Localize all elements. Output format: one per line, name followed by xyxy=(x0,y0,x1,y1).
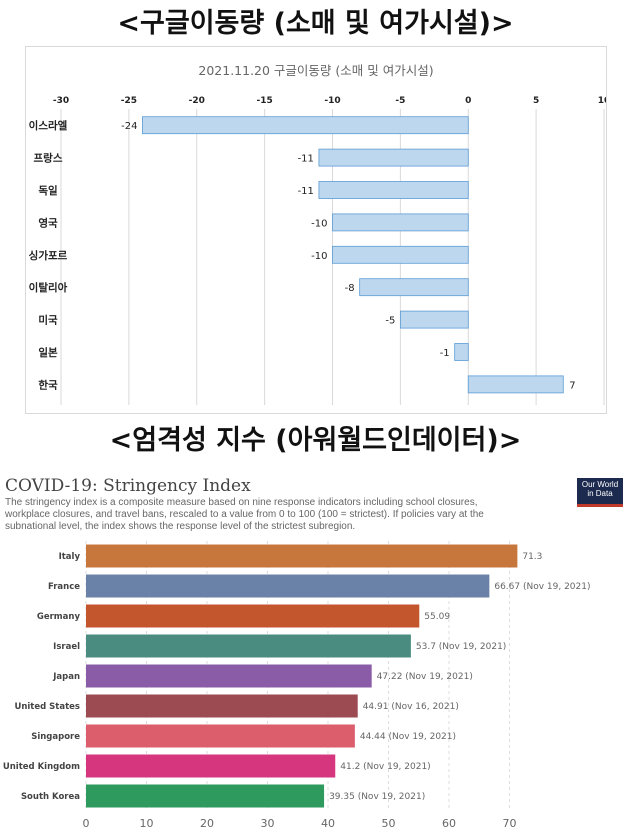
chart2-tick-label: 30 xyxy=(261,817,275,830)
chart1-category-label: 미국 xyxy=(38,314,58,327)
chart1-category-label: 독일 xyxy=(38,184,57,197)
chart1-category-label: 이스라엘 xyxy=(29,119,68,132)
chart1-bar xyxy=(467,375,564,394)
chart1-category-label: 영국 xyxy=(38,216,58,229)
chart1-data-label: -1 xyxy=(440,348,450,359)
chart1-tick-label: 10 xyxy=(598,96,606,106)
chart1-tick-label: -25 xyxy=(121,96,137,106)
chart2-data-label: 44.91 (Nov 16, 2021) xyxy=(363,702,459,712)
chart2-data-label: 53.7 (Nov 19, 2021) xyxy=(416,642,506,652)
chart1-bar xyxy=(332,213,469,232)
chart2-category-label: South Korea xyxy=(21,792,80,802)
google-mobility-chart-panel: 2021.11.20 구글이동량 (소매 및 여가시설) -30 -25 -20 -15… xyxy=(25,46,610,414)
chart1-bar xyxy=(318,181,469,199)
chart1-bar xyxy=(454,343,469,361)
chart1-bar xyxy=(142,116,469,135)
chart1-tick-label: -5 xyxy=(395,96,405,106)
chart2-tick-label: 70 xyxy=(503,817,517,830)
chart1-bar xyxy=(399,310,469,329)
bottom-heading: <엄격성 지수 (아워월드인데이터)> xyxy=(109,425,522,456)
chart1-bar xyxy=(318,148,469,167)
chart1-data-label: -8 xyxy=(345,283,355,294)
owid-chart-subtitle: The stringency index is a composite meas… xyxy=(5,497,484,532)
chart2-category-label: United Kingdom xyxy=(3,762,80,772)
chart2-bar xyxy=(86,724,355,748)
chart2-data-label: 47.22 (Nov 19, 2021) xyxy=(377,672,473,682)
chart1-category-label: 싱가포르 xyxy=(29,249,68,262)
chart1-data-label: -11 xyxy=(298,186,314,197)
chart1-category-label: 한국 xyxy=(38,378,58,391)
chart2-category-label: Israel xyxy=(53,642,80,652)
chart2-tick-label: 50 xyxy=(382,817,396,830)
chart2-category-label: France xyxy=(48,582,80,592)
chart1-tick-label: 0 xyxy=(465,96,471,106)
chart1-data-label: -11 xyxy=(298,154,314,165)
chart1-title: 2021.11.20 구글이동량 (소매 및 여가시설) xyxy=(198,63,433,78)
chart1-bar xyxy=(359,278,469,297)
chart2-tick-label: 40 xyxy=(321,817,335,830)
owid-logo-line1: Our World xyxy=(581,480,619,489)
chart2-category-label: Italy xyxy=(59,552,81,562)
chart1-category-label: 프랑스 xyxy=(34,153,63,165)
chart2-category-label: Germany xyxy=(37,612,81,622)
chart2-tick-label: 10 xyxy=(140,817,154,830)
chart2-category-label: Singapore xyxy=(31,732,80,742)
chart2-bar xyxy=(86,784,325,808)
chart1-bar xyxy=(332,245,469,264)
google-mobility-chart: 2021.11.20 구글이동량 (소매 및 여가시설)-30 -25 -20 -15… xyxy=(29,63,610,405)
chart2-tick-label: 60 xyxy=(442,817,456,830)
chart1-tick-label: -20 xyxy=(189,96,205,106)
top-heading: <구글이동량 (소매 및 여가시설)> xyxy=(117,8,514,39)
chart1-tick-label: -10 xyxy=(324,96,340,106)
chart2-bar xyxy=(86,754,336,778)
owid-chart-title: COVID-19: Stringency Index xyxy=(5,476,251,496)
chart2-bar xyxy=(86,574,490,598)
chart1-tick-label: 5 xyxy=(533,96,539,106)
chart2-data-label: 66.67 (Nov 19, 2021) xyxy=(494,582,590,592)
owid-logo[interactable]: Our World in Data xyxy=(577,478,623,507)
chart2-bar xyxy=(86,694,358,718)
chart2-data-label: 44.44 (Nov 19, 2021) xyxy=(360,732,456,742)
chart1-category-label: 이탈리아 xyxy=(29,281,68,294)
chart2-data-label: 55.09 xyxy=(424,612,450,622)
chart2-data-label: 71.3 xyxy=(522,552,542,562)
chart2-bar xyxy=(86,664,372,688)
chart2-data-label: 41.2 (Nov 19, 2021) xyxy=(340,762,430,772)
chart2-category-label: Japan xyxy=(52,672,80,682)
chart1-data-label: -24 xyxy=(121,121,137,132)
chart2-bar xyxy=(86,544,518,568)
chart1-tick-label: -15 xyxy=(256,96,272,106)
chart1-data-label: 7 xyxy=(569,380,575,391)
owid-logo-line2: in Data xyxy=(587,489,613,498)
chart2-data-label: 39.35 (Nov 19, 2021) xyxy=(329,792,425,802)
chart2-tick-label: 20 xyxy=(200,817,214,830)
chart2-category-label: United States xyxy=(14,702,80,712)
chart2-tick-label: 0 xyxy=(83,817,90,830)
chart2-bar xyxy=(86,604,420,628)
chart1-category-label: 일본 xyxy=(38,346,58,359)
chart2-bar xyxy=(86,634,411,658)
chart1-data-label: -5 xyxy=(385,316,395,327)
stringency-index-chart: 0 10 20 30 40 50 60 70 Italy 71.3 France 66.67 (Nov… xyxy=(3,541,591,830)
chart1-data-label: -10 xyxy=(311,218,327,229)
chart1-tick-label: -30 xyxy=(53,96,69,106)
chart1-data-label: -10 xyxy=(311,251,327,262)
